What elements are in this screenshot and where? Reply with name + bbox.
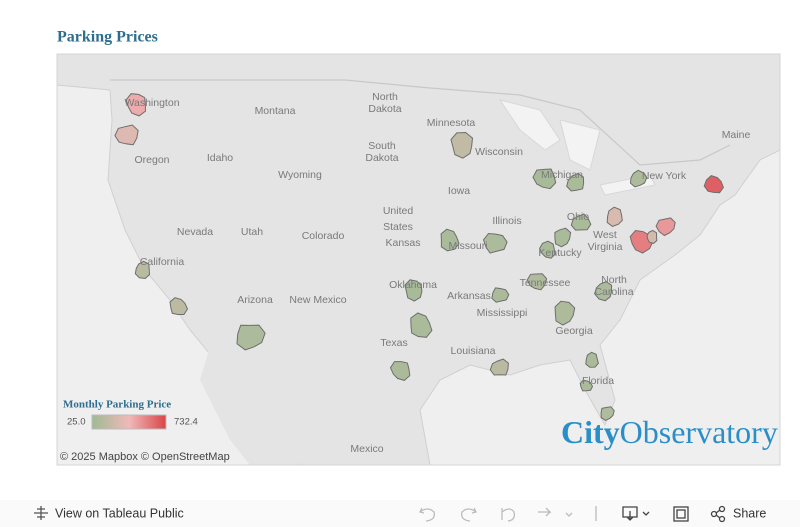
title: Parking Prices — [57, 29, 158, 46]
logo-observatory: Observatory — [620, 414, 778, 450]
toolbar-disabled-icons — [419, 506, 597, 522]
region — [600, 406, 615, 421]
map-label: United — [383, 205, 414, 217]
region — [389, 361, 411, 381]
map-label: New York — [642, 170, 687, 182]
toolbar-icons[interactable] — [622, 505, 726, 523]
map-label: Tennessee — [520, 277, 571, 289]
legend-gradient — [91, 414, 167, 430]
map-label: Carolina — [594, 286, 633, 298]
logo: CityObservatory — [561, 414, 778, 450]
map-label: Kentucky — [538, 247, 582, 259]
map-label: Wisconsin — [475, 146, 523, 158]
region — [539, 240, 556, 259]
map-label: Virginia — [588, 241, 623, 253]
region — [236, 324, 266, 351]
region — [579, 379, 594, 392]
map-label: Nevada — [177, 226, 213, 238]
map-label: Texas — [380, 337, 407, 349]
map-label: West — [593, 229, 617, 241]
region — [482, 232, 508, 254]
legend-title: Monthly Parking Price — [63, 399, 171, 411]
map-label: Dakota — [368, 103, 401, 115]
region — [594, 281, 613, 302]
map-label: Arizona — [237, 294, 273, 306]
region — [134, 260, 151, 280]
tableau-icon[interactable] — [34, 506, 48, 520]
baja — [200, 330, 300, 465]
map-label: Oklahoma — [389, 279, 437, 291]
map-label: North — [601, 274, 627, 286]
legend-max: 732.4 — [174, 417, 198, 428]
map-label: Oregon — [134, 154, 169, 166]
map-label: Mexico — [350, 443, 383, 455]
map-label: Kansas — [385, 237, 420, 249]
toolbar — [0, 500, 800, 527]
region — [410, 312, 433, 338]
map-label: Florida — [582, 375, 614, 387]
region — [554, 227, 572, 248]
logo-city: City — [561, 414, 620, 450]
region — [655, 217, 676, 237]
region — [570, 213, 592, 231]
map-label: Louisiana — [451, 345, 496, 357]
map-label: Colorado — [302, 230, 345, 242]
map-label: Illinois — [492, 215, 521, 227]
map-label: Washington — [124, 97, 179, 109]
map-label: Mississippi — [477, 307, 528, 319]
map-label: South — [368, 140, 396, 152]
region — [646, 229, 658, 244]
region — [566, 172, 585, 192]
region — [404, 279, 423, 302]
map-label: States — [383, 221, 413, 233]
map-label: Georgia — [555, 325, 593, 337]
region — [125, 93, 147, 117]
map-label: Iowa — [448, 185, 470, 197]
region — [532, 168, 557, 190]
map-label: North — [372, 91, 398, 103]
region — [554, 300, 576, 326]
legend-min: 25.0 — [67, 417, 86, 428]
border — [110, 79, 731, 166]
region — [703, 175, 724, 194]
map-label: New Mexico — [289, 294, 346, 306]
map-label: Dakota — [365, 152, 398, 164]
region — [606, 206, 623, 227]
region — [491, 287, 510, 303]
map-label: Minnesota — [427, 117, 476, 129]
map-label: Maine — [722, 129, 751, 141]
map-label: Ohio — [567, 211, 589, 223]
map-label: Michigan — [541, 169, 583, 181]
region — [450, 131, 474, 159]
region — [489, 358, 509, 376]
map-label: Arkansas — [447, 290, 491, 302]
map-label: Missouri — [448, 240, 487, 252]
map: WashingtonMontanaNorthDakotaMinnesotaSou… — [57, 54, 780, 465]
map-label: California — [140, 256, 185, 268]
map-label: Wyoming — [278, 169, 322, 181]
land — [57, 54, 780, 465]
region — [440, 228, 460, 252]
map-frame — [56, 53, 781, 466]
copyright: © 2025 Mapbox © OpenStreetMap — [60, 451, 230, 463]
region — [169, 297, 189, 315]
region — [629, 169, 648, 188]
share[interactable]: Share — [733, 506, 766, 520]
map-label: Montana — [255, 105, 296, 117]
map-label: Idaho — [207, 152, 233, 164]
region — [114, 124, 139, 146]
view-on-tableau[interactable]: View on Tableau Public — [55, 506, 184, 520]
region — [585, 351, 599, 368]
map-label: Utah — [241, 226, 263, 238]
region — [526, 273, 548, 291]
